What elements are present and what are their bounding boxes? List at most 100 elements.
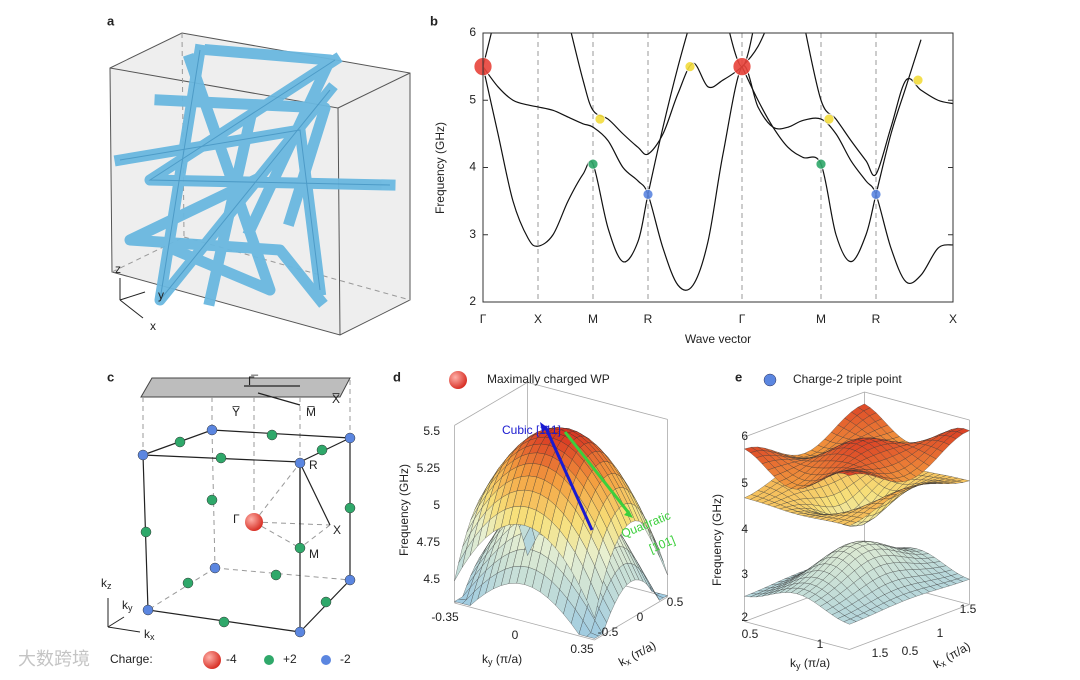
degeneracy-point [815, 158, 827, 170]
sub: y [128, 603, 133, 613]
axis-label: y [158, 288, 164, 302]
tick-label: 5.5 [423, 424, 440, 438]
tick-label: 2 [741, 610, 748, 624]
legend-marker [449, 371, 467, 389]
axis-label: ky [122, 598, 133, 613]
degeneracy-point [732, 57, 752, 77]
tick-label: 5.25 [417, 461, 441, 475]
tick-label: 0.35 [570, 642, 594, 656]
x-tick-label: R [872, 312, 881, 326]
axis-label: kz [101, 576, 112, 591]
point-label: Y̅ [232, 405, 240, 419]
brillouin-zone [107, 377, 356, 638]
legend-marker [264, 655, 274, 665]
degeneracy-point [912, 74, 924, 86]
point-label: M [309, 547, 319, 561]
panel-label: d [393, 369, 401, 384]
plot-area [483, 33, 953, 291]
arrow [540, 422, 548, 432]
y-tick-label: 6 [469, 25, 476, 39]
k: k [482, 652, 489, 666]
x-tick-label: X [949, 312, 957, 326]
legend-marker [321, 655, 331, 665]
tick-label: 1 [937, 626, 944, 640]
tick-label: 1.5 [872, 646, 889, 660]
sub: x [150, 632, 155, 642]
quadratic-path [563, 431, 630, 513]
tick-label: 0 [637, 610, 644, 624]
y-tick-label: 4 [469, 160, 476, 174]
panel-label: a [107, 13, 115, 28]
axis-box [527, 382, 668, 420]
tick-label: 1 [817, 637, 824, 651]
tick-label: -0.35 [431, 610, 459, 624]
tick-label: 3 [741, 567, 748, 581]
tick-label: 5 [433, 498, 440, 512]
x-tick-label: M [816, 312, 826, 326]
surface-patch [843, 521, 857, 526]
tick-label: 1.5 [960, 602, 977, 616]
axis-label: ky (π/a) [790, 656, 830, 671]
axis-label: ky (π/a) [482, 652, 522, 667]
point-label: R [309, 458, 318, 472]
x-tick-label: M [588, 312, 598, 326]
legend-label: -4 [226, 652, 237, 666]
axis-box [744, 621, 850, 650]
y-tick-label: 2 [469, 294, 476, 308]
degeneracy-point [594, 113, 606, 125]
tick-label: 0.5 [742, 627, 759, 641]
z-axis-label: Frequency (GHz) [397, 464, 411, 556]
unit: (π/a) [801, 656, 831, 670]
panel-label: e [735, 369, 742, 384]
cubic-path [543, 425, 594, 531]
legend-marker [763, 373, 777, 387]
degeneracy-point [870, 188, 882, 200]
surface-patch [586, 632, 599, 639]
degeneracy-point [823, 113, 835, 125]
legend-label: +2 [283, 652, 297, 666]
annotation: Cubic [111] [502, 423, 561, 437]
k: k [122, 598, 129, 612]
panel-label: c [107, 369, 114, 384]
surface-e: 6 5 4 3 2 0.5 1 1.5 0.5 1 1.5 [741, 391, 977, 660]
band-line [483, 33, 754, 68]
unit: (π/a) [626, 638, 659, 664]
point-label: M̅ [306, 405, 316, 419]
unit: (π/a) [493, 652, 523, 666]
sub: x [624, 657, 633, 668]
point-label: X̅ [332, 392, 340, 406]
lattice-cube [109, 32, 411, 336]
point-label: Γ [233, 512, 240, 526]
tick-label: 0 [512, 628, 519, 642]
band-line [570, 33, 953, 177]
tick-label: 4.75 [417, 535, 441, 549]
legend-title: Charge: [110, 652, 153, 666]
tick-label: -0.5 [598, 625, 619, 639]
z-axis-label: Frequency (GHz) [710, 494, 724, 586]
tick-label: 6 [741, 429, 748, 443]
sub: z [107, 581, 112, 591]
axis-box [594, 596, 668, 641]
x-tick-label: X [534, 312, 542, 326]
surface-d: 5.5 5.25 5 4.75 4.5 -0.35 0 0.35 -0.5 0 0.5 [417, 382, 684, 656]
k: k [790, 656, 797, 670]
point-label: Γ̅ [248, 374, 259, 388]
y-axis-label: Frequency (GHz) [433, 122, 447, 214]
sub: y [488, 657, 493, 667]
axis-label: kx (π/a) [616, 638, 659, 670]
tick-label: 0.5 [667, 595, 684, 609]
tick-label: 4 [741, 522, 748, 536]
y-tick-label: 3 [469, 227, 476, 241]
axis-label: x [150, 319, 156, 333]
legend: -4 +2 -2 [203, 651, 351, 669]
axis-label: z [115, 262, 121, 276]
axis-label: kx (π/a) [931, 639, 973, 672]
y-tick-label: 5 [469, 92, 476, 106]
band-chart: Frequency (GHz) Wave vector Γ X M R Γ M R X 2 3 4 5… [433, 25, 957, 346]
k: k [101, 576, 108, 590]
legend-marker [203, 651, 221, 669]
degeneracy-point [642, 188, 654, 200]
surface-patch [843, 618, 857, 625]
x-tick-label: Γ [480, 312, 487, 326]
axis-box [744, 391, 865, 438]
